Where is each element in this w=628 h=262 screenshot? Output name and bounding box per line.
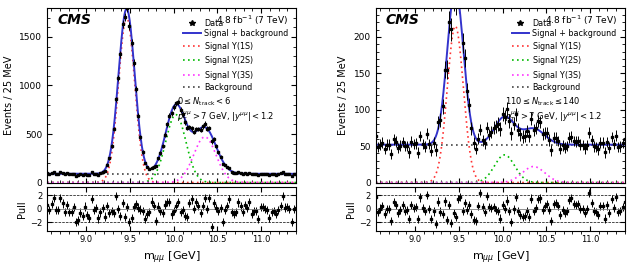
Text: $110 \leq N_\mathrm{track} \leq 140$: $110 \leq N_\mathrm{track} \leq 140$ [506, 95, 581, 108]
Y-axis label: Events / 25 MeV: Events / 25 MeV [338, 56, 348, 135]
Y-axis label: Events / 25 MeV: Events / 25 MeV [4, 56, 14, 135]
X-axis label: m$_{\mu\mu}$ [GeV]: m$_{\mu\mu}$ [GeV] [472, 250, 529, 262]
Y-axis label: Pull: Pull [346, 200, 356, 217]
Text: CMS: CMS [386, 13, 420, 27]
Text: 4.8 fb$^{-1}$ (7 TeV): 4.8 fb$^{-1}$ (7 TeV) [545, 13, 617, 26]
Text: $p_\mathrm{T}^{\mu\mu} > 7$ GeV, $|y^{\mu\mu}| < 1.2$: $p_\mathrm{T}^{\mu\mu} > 7$ GeV, $|y^{\m… [176, 109, 274, 124]
Text: 4.8 fb$^{-1}$ (7 TeV): 4.8 fb$^{-1}$ (7 TeV) [217, 13, 289, 26]
Legend: Data, Signal + background, Signal $\Upsilon$(1S), Signal $\Upsilon$(2S), Signal : Data, Signal + background, Signal $\Upsi… [510, 17, 619, 94]
Text: $p_\mathrm{T}^{\mu\mu} > 7$ GeV, $|y^{\mu\mu}| < 1.2$: $p_\mathrm{T}^{\mu\mu} > 7$ GeV, $|y^{\m… [506, 109, 603, 124]
Y-axis label: Pull: Pull [17, 200, 27, 217]
X-axis label: m$_{\mu\mu}$ [GeV]: m$_{\mu\mu}$ [GeV] [143, 250, 200, 262]
Text: $0 \leq N_\mathrm{track} < 6$: $0 \leq N_\mathrm{track} < 6$ [176, 95, 230, 108]
Legend: Data, Signal + background, Signal $\Upsilon$(1S), Signal $\Upsilon$(2S), Signal : Data, Signal + background, Signal $\Upsi… [181, 17, 290, 94]
Text: CMS: CMS [57, 13, 91, 27]
